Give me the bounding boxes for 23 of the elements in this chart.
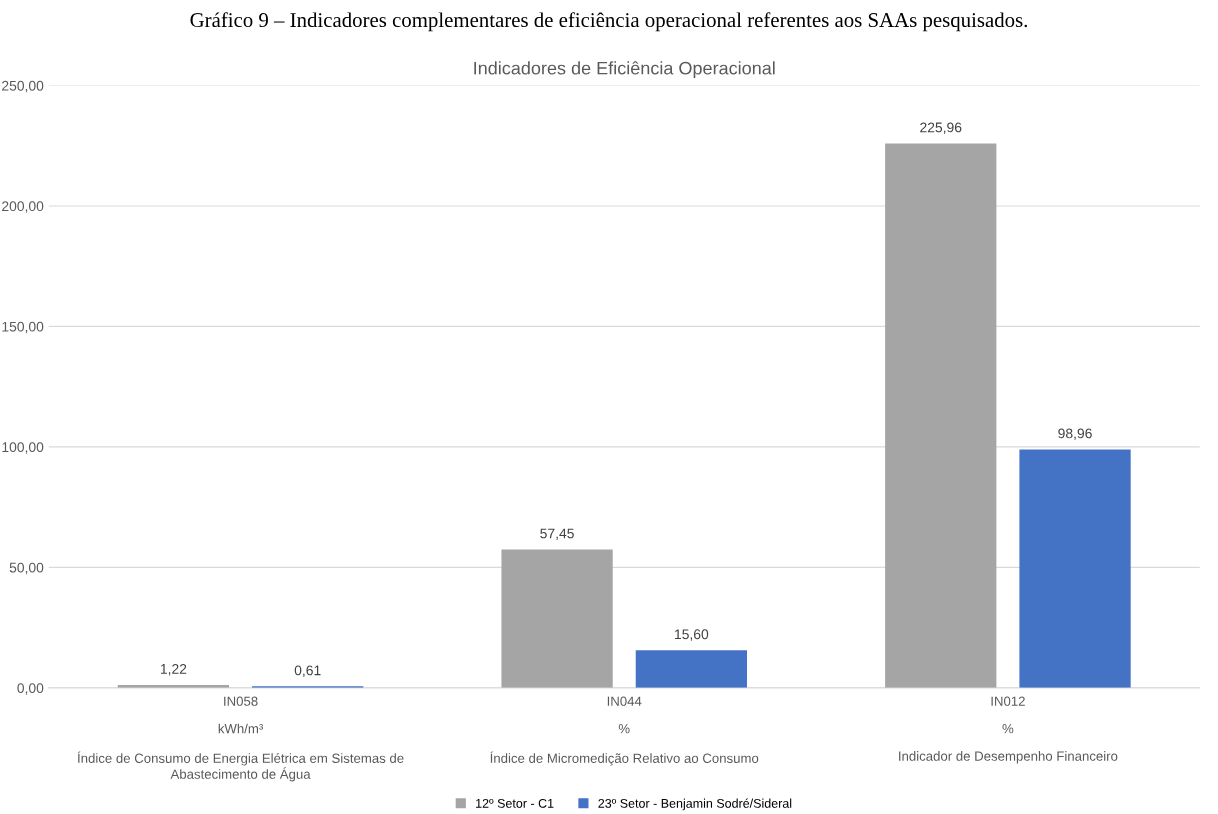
bar — [1019, 449, 1131, 688]
data-label: 98,96 — [1058, 428, 1092, 440]
category-label: IN012 % Indicador de Desempenho Financeiro — [899, 696, 1118, 764]
y-tick-label: 0,00 — [17, 683, 44, 695]
legend-label: 23º Setor - Benjamin Sodré/Sideral — [598, 798, 792, 811]
chart-title: Indicadores de Eficiência Operacional — [474, 61, 775, 79]
text: Gráfico 9 – Indicadores complementares de eficiência operacional referentes aos SAAs pesquisados. — [190, 12, 1027, 32]
bar — [885, 143, 997, 688]
y-tick-label: 50,00 — [9, 562, 44, 575]
data-label: 15,60 — [675, 629, 709, 641]
bar — [501, 549, 613, 688]
y-tick-label: 200,00 — [2, 201, 44, 213]
y-tick-label: 100,00 — [2, 442, 44, 454]
y-tick-label: 150,00 — [2, 321, 44, 334]
legend-label: 12º Setor - C1 — [476, 798, 554, 808]
category-label: IN058 kWh/m³ Índice de Consumo de Energia Elétrica em Sistemas de Abastecimento de Água — [77, 696, 404, 782]
data-label: 0,61 — [294, 665, 321, 677]
bar — [635, 650, 747, 688]
data-label: 225,96 — [920, 122, 962, 134]
category-label: IN044 % Índice de Micromedição Relativo ao Consumo — [490, 696, 759, 766]
data-label: 57,45 — [540, 528, 574, 540]
data-label: 1,22 — [160, 663, 187, 676]
y-tick-label: 250,00 — [2, 80, 44, 93]
